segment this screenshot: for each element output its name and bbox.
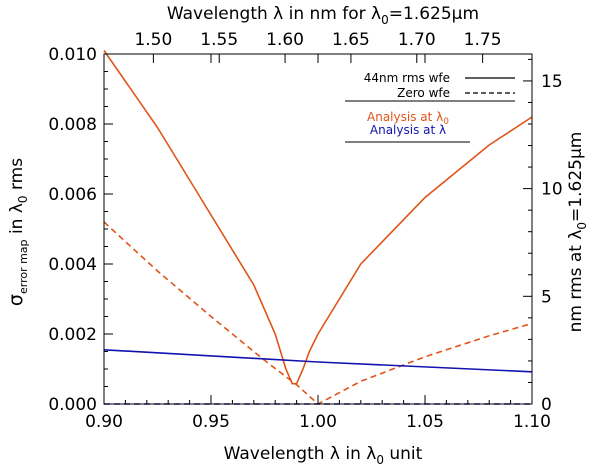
top-axis-label: Wavelength λ in nm for λ0=1.625μm	[167, 4, 479, 27]
y-tick-label: 0.002	[48, 325, 97, 345]
y-axis-label-post: rms	[7, 158, 27, 196]
top-tick-label: 1.55	[200, 30, 238, 50]
top-tick-label: 1.65	[332, 30, 370, 50]
legend-color-label-text: Analysis at λ	[367, 110, 443, 124]
series-line-3	[103, 349, 533, 373]
legend-color-label: Analysis at λ0	[367, 110, 449, 127]
legend-style-label: Zero wfe	[397, 86, 450, 100]
y-tick-label: 0.008	[48, 115, 97, 135]
y-tick-label: 0.010	[48, 45, 97, 65]
x-tick-label: 0.90	[85, 412, 123, 432]
axes-layer: 0.90 0.95 1.00 1.05 1.10 1.50 1.55 1.60 1.65 1.70…	[48, 30, 562, 432]
series-line-2	[103, 221, 533, 405]
x-axis-label-post: unit	[384, 444, 423, 464]
x-tick-label: 1.00	[299, 412, 337, 432]
top-axis-label-post: =1.625μm	[389, 4, 479, 24]
right-tick-label: 15	[541, 72, 563, 92]
y-axis-label-mid: in λ	[7, 203, 27, 239]
top-tick-label: 1.60	[266, 30, 304, 50]
x-tick-label: 0.95	[192, 412, 230, 432]
x-tick-label: 1.10	[513, 412, 551, 432]
right-tick-label: 5	[541, 287, 552, 307]
series-layer	[103, 50, 533, 405]
x-axis-label-sub: 0	[376, 453, 384, 467]
y-tick-label: 0.006	[48, 185, 97, 205]
x-axis-label: Wavelength λ in λ0 unit	[224, 444, 423, 467]
y-axis-label-sub: error map	[17, 239, 30, 294]
top-axis-label-sub: 0	[381, 13, 389, 27]
right-axis-label-post: =1.625μm	[566, 132, 586, 222]
legend-color-label-text: Analysis at λ	[370, 123, 446, 137]
right-tick-label: 0	[541, 395, 552, 415]
y-axis-label: σerror map in λ0 rms	[5, 158, 30, 306]
right-axis-label-sub: 0	[575, 222, 589, 230]
series-line-1	[103, 50, 533, 385]
top-axis-label-pre: Wavelength λ in nm for λ	[167, 4, 381, 24]
x-tick-label: 1.05	[406, 412, 444, 432]
top-tick-label: 1.50	[134, 30, 172, 50]
top-tick-label: 1.70	[398, 30, 436, 50]
y-tick-label: 0.000	[48, 395, 97, 415]
plot-frame	[103, 53, 533, 405]
top-tick-label: 1.75	[464, 30, 502, 50]
x-axis-label-pre: Wavelength λ in λ	[224, 444, 377, 464]
right-axis-label-pre: nm rms at λ	[566, 230, 586, 333]
y-axis-label-sigma: σ	[5, 294, 27, 306]
legend-color-label: Analysis at λ	[370, 123, 446, 137]
legend-color-label-sub: 0	[443, 117, 449, 127]
y-axis-label-sub2: 0	[16, 195, 30, 203]
right-axis-label: nm rms at λ0=1.625μm	[566, 132, 589, 333]
y-tick-label: 0.004	[48, 255, 97, 275]
right-tick-label: 10	[541, 180, 563, 200]
legend-style-label: 44nm rms wfe	[364, 71, 450, 85]
